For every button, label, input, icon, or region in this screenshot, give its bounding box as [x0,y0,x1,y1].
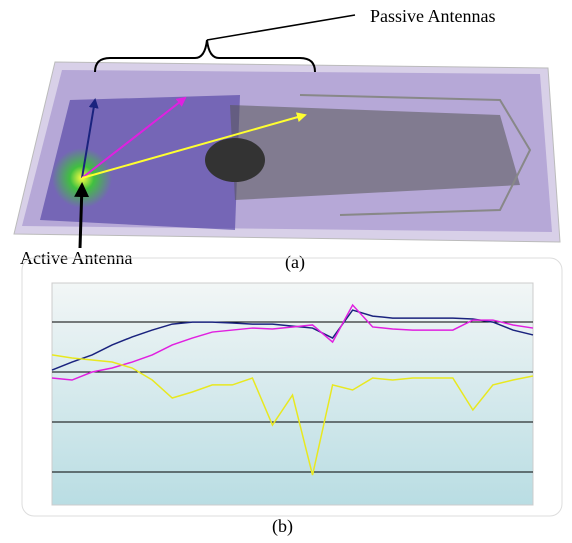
caption-a: (a) [285,252,305,273]
figure: Passive Antennas Active Antenna (a) (b) [0,0,572,543]
passive-label: Passive Antennas [370,6,496,26]
caption-b: (b) [272,516,293,537]
simulation-image [14,15,560,248]
